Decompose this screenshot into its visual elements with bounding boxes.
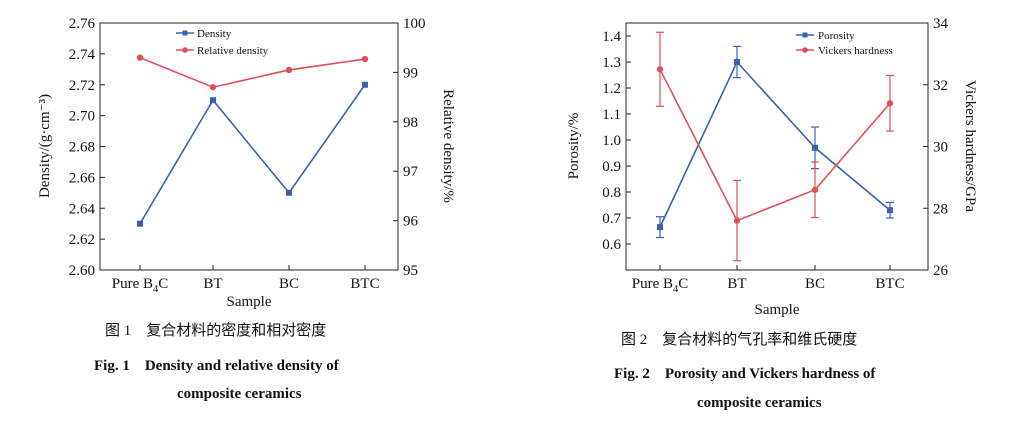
- y-tick-label: 2.64: [69, 201, 96, 217]
- y-right-tick-label: 34: [933, 16, 949, 32]
- y-axis-left-label: Porosity/%: [566, 113, 582, 180]
- y-right-tick-label: 96: [403, 214, 419, 230]
- legend: Density Relative density: [176, 28, 269, 57]
- data-point: [286, 189, 292, 196]
- plot-frame: [625, 22, 929, 271]
- legend-item-relative-density: Relative density: [176, 45, 269, 57]
- x-tick-label: Pure B4C: [112, 276, 169, 295]
- figure-caption-en-cont: composite ceramics: [697, 395, 822, 411]
- y-right-tick-label: 97: [403, 164, 419, 180]
- figure-caption-en: Fig. 2 Porosity and Vickers hardness of: [614, 366, 876, 382]
- y-right-tick-label: 95: [403, 263, 418, 279]
- y-tick-label: 2.76: [69, 16, 96, 32]
- left-axis: 2.60 2.62 2.64 2.66 2.68 2.70 2.72 2.74 2.76: [69, 16, 105, 279]
- figure-caption-cn: 图 2 复合材料的气孔率和维氏硬度: [621, 330, 857, 348]
- x-tick-label: BC: [279, 276, 299, 292]
- y-tick-label: 1.4: [602, 29, 621, 45]
- y-right-tick-label: 100: [403, 16, 426, 32]
- data-point: [734, 59, 740, 65]
- data-point: [137, 220, 143, 227]
- data-point: [812, 144, 818, 151]
- y-tick-label: 1.3: [602, 55, 621, 71]
- series-line-vickers-hardness: [659, 68, 891, 222]
- x-axis: Pure B4C BT BC BTC: [112, 265, 380, 295]
- data-point: [362, 81, 368, 88]
- data-point: [285, 66, 293, 74]
- x-tick-label: BTC: [875, 276, 904, 292]
- data-point: [136, 54, 144, 61]
- y-tick-label: 2.74: [69, 47, 96, 63]
- data-point: [361, 55, 369, 63]
- legend-label: Vickers hardness: [818, 45, 893, 57]
- y-right-tick-label: 32: [933, 78, 948, 94]
- series-line-porosity: [659, 60, 891, 228]
- right-axis: 95 96 97 98 99 100: [393, 16, 426, 279]
- figure-caption-en-cont: composite ceramics: [177, 386, 302, 402]
- legend-label: Relative density: [197, 45, 269, 57]
- data-point: [733, 217, 741, 224]
- legend-label: Density: [197, 28, 232, 40]
- right-axis: 26 28 30 32 34: [923, 16, 949, 279]
- data-point: [811, 186, 819, 193]
- y-axis-left-label: Density/(g·cm⁻³): [37, 94, 53, 198]
- x-tick-label: BC: [805, 276, 825, 292]
- legend-item-porosity: Porosity: [796, 30, 855, 42]
- x-tick-label: Pure B4C: [632, 276, 689, 295]
- y-axis-right-label: Relative density/%: [440, 89, 456, 203]
- y-tick-label: 0.7: [602, 211, 621, 227]
- data-point: [210, 97, 216, 104]
- y-tick-label: 1.2: [602, 81, 621, 97]
- legend: Porosity Vickers hardness: [796, 30, 893, 57]
- y-tick-label: 2.68: [69, 140, 95, 156]
- y-axis-right-label: Vickers hardness/GPa: [962, 80, 978, 212]
- legend-item-vickers-hardness: Vickers hardness: [796, 45, 893, 57]
- chart-porosity: 0.6 0.7 0.8 0.9 1.0 1.1 1.2 1.3 1.4 26 28 30 32 34 P…: [566, 16, 978, 411]
- series-line-density: [139, 84, 366, 225]
- y-tick-label: 2.62: [69, 232, 95, 248]
- y-right-tick-label: 98: [403, 115, 418, 131]
- y-tick-label: 2.66: [69, 170, 96, 186]
- x-axis: Pure B4C BT BC BTC: [632, 265, 905, 295]
- y-tick-label: 1.0: [602, 133, 621, 149]
- x-axis-label: Sample: [227, 294, 272, 310]
- left-axis: 0.6 0.7 0.8 0.9 1.0 1.1 1.2 1.3 1.4: [602, 29, 631, 253]
- data-point: [887, 207, 893, 214]
- y-tick-label: 2.72: [69, 78, 95, 94]
- x-tick-label: BT: [727, 276, 746, 292]
- y-tick-label: 2.60: [69, 263, 95, 279]
- data-point: [209, 84, 217, 91]
- figure-caption-cn: 图 1 复合材料的密度和相对密度: [105, 321, 326, 339]
- x-axis-label: Sample: [755, 302, 800, 318]
- data-point: [886, 100, 894, 107]
- y-tick-label: 0.8: [602, 185, 621, 201]
- data-point: [657, 224, 663, 231]
- y-tick-label: 1.1: [602, 107, 621, 123]
- legend-label: Porosity: [818, 30, 855, 42]
- y-right-tick-label: 30: [933, 140, 948, 156]
- y-right-tick-label: 26: [933, 263, 949, 279]
- series-line-relative-density: [139, 56, 366, 89]
- y-tick-label: 0.9: [602, 159, 621, 175]
- figure-caption-en: Fig. 1 Density and relative density of: [94, 358, 340, 374]
- y-right-tick-label: 99: [403, 65, 418, 81]
- chart-density: 2.602.622.642.662.682.702.722.742.76 959…: [37, 16, 456, 402]
- y-right-tick-label: 28: [933, 201, 948, 217]
- legend-item-density: Density: [176, 28, 232, 40]
- x-tick-label: BTC: [350, 276, 379, 292]
- series-layer: [656, 31, 894, 262]
- y-tick-label: 2.70: [69, 109, 95, 125]
- y-tick-label: 0.6: [602, 237, 621, 253]
- x-tick-label: BT: [203, 276, 222, 292]
- series-layer: [136, 54, 369, 227]
- data-point: [656, 66, 664, 73]
